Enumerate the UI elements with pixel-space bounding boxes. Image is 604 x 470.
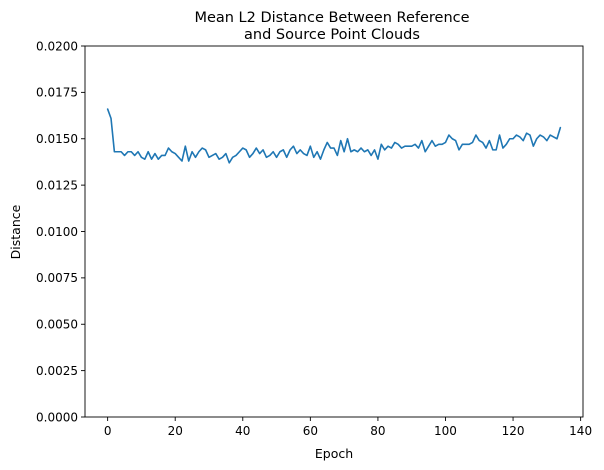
y-tick-label: 0.0175 [36,86,78,100]
plot-frame [84,45,584,418]
x-tick-label: 100 [434,424,457,438]
y-tick-label: 0.0025 [36,364,78,378]
y-axis-ticks: 0.0000 0.0025 0.0050 0.0075 0.0100 0.0125 0.01… [36,39,85,424]
y-tick-label: 0.0075 [36,271,78,285]
x-tick-label: 120 [502,424,525,438]
y-tick-label: 0.0050 [36,318,78,332]
y-tick-label: 0.0125 [36,178,78,192]
chart-title-line-1: Mean L2 Distance Between Reference [194,10,469,26]
x-tick-label: 140 [569,424,592,438]
y-tick-label: 0.0150 [36,132,78,146]
y-axis-label: Distance [8,204,23,259]
x-tick-label: 20 [168,424,183,438]
y-tick-label: 0.0200 [36,39,78,53]
x-tick-label: 60 [303,424,318,438]
y-tick-label: 0.0000 [36,410,78,424]
x-axis-label: Epoch [315,446,353,461]
x-axis-ticks: 0 20 40 60 80 100 120 140 [104,417,592,438]
series-line [106,108,562,164]
x-tick-label: 80 [370,424,385,438]
x-tick-label: 40 [235,424,250,438]
y-tick-label: 0.0100 [36,225,78,239]
x-tick-label: 0 [104,424,112,438]
chart-title-line-2: and Source Point Clouds [244,27,420,43]
